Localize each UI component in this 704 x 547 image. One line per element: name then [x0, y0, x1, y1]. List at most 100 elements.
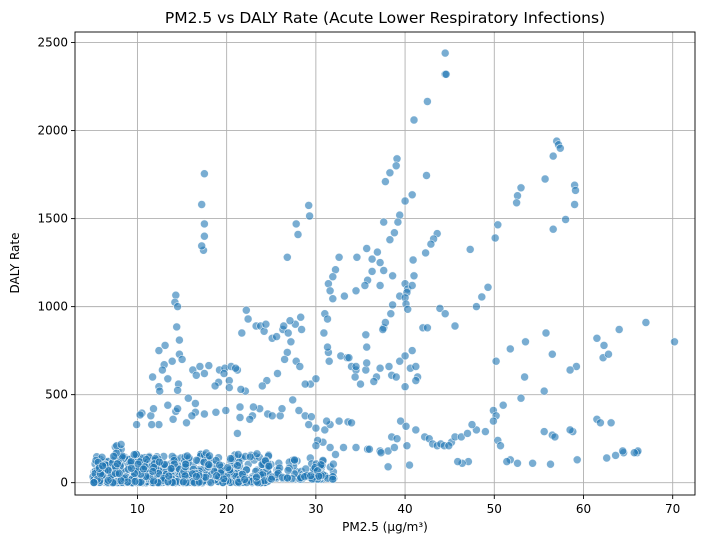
data-point — [173, 404, 182, 414]
axis-ticks: 10 20 30 40 50 60 70 0 500 1000 1500 2000 2500 — [37, 36, 680, 516]
data-point — [200, 169, 209, 178]
data-point — [184, 393, 193, 403]
x-tick-label: 40 — [397, 502, 412, 516]
data-point — [192, 370, 201, 380]
data-point — [264, 461, 274, 471]
data-point — [618, 446, 628, 456]
data-point — [362, 358, 372, 368]
data-point — [409, 271, 419, 281]
data-point — [477, 292, 487, 302]
data-point — [173, 302, 182, 311]
data-point — [200, 409, 209, 419]
data-point — [391, 161, 401, 171]
data-point — [539, 427, 549, 436]
data-point — [147, 420, 156, 429]
data-point — [440, 48, 450, 58]
data-point — [226, 454, 235, 463]
data-point — [133, 459, 143, 469]
data-point — [177, 355, 187, 364]
data-point — [444, 441, 454, 451]
data-point — [243, 314, 253, 324]
data-point — [540, 174, 550, 184]
data-point — [483, 282, 493, 292]
data-point — [291, 219, 301, 229]
data-point — [149, 404, 158, 414]
data-point — [331, 450, 340, 459]
data-point — [155, 457, 164, 467]
data-point — [279, 321, 289, 331]
data-point — [272, 332, 281, 341]
data-point — [385, 235, 395, 244]
data-point — [490, 233, 500, 243]
data-point — [351, 286, 361, 296]
data-point — [323, 342, 332, 352]
data-point — [395, 210, 405, 220]
data-point — [139, 464, 148, 474]
data-point — [329, 459, 338, 469]
data-point — [386, 309, 396, 319]
data-point — [325, 286, 335, 296]
data-point — [571, 186, 580, 195]
data-point — [378, 325, 388, 334]
chart-title: PM2.5 vs DALY Rate (Acute Lower Respirat… — [165, 9, 605, 27]
data-point — [402, 441, 412, 451]
data-point — [235, 413, 245, 422]
data-point — [294, 406, 304, 415]
data-point — [249, 402, 258, 412]
data-point — [411, 376, 421, 385]
data-point — [206, 478, 216, 487]
data-point — [142, 455, 151, 464]
data-point — [548, 224, 558, 234]
data-point — [513, 191, 522, 200]
data-point — [596, 418, 605, 428]
data-point — [215, 460, 224, 470]
data-point — [350, 372, 360, 382]
data-point — [516, 393, 526, 403]
data-point — [400, 196, 410, 206]
data-point — [388, 300, 397, 310]
data-point — [324, 279, 333, 289]
data-point — [379, 266, 389, 275]
y-tick-label: 0 — [60, 476, 68, 490]
data-point — [381, 177, 390, 186]
data-point — [311, 441, 321, 451]
grid-lines — [75, 32, 695, 495]
data-point — [304, 201, 314, 210]
data-point — [191, 399, 200, 408]
data-point — [629, 448, 639, 458]
data-point — [154, 420, 164, 429]
data-point — [293, 230, 303, 239]
data-point — [379, 217, 389, 227]
data-point — [611, 451, 620, 460]
data-point — [103, 475, 113, 485]
data-point — [599, 341, 609, 350]
data-point — [242, 305, 251, 315]
data-point — [388, 271, 397, 281]
data-point — [334, 252, 344, 262]
data-point — [210, 381, 220, 391]
data-point — [539, 386, 549, 396]
data-point — [328, 272, 338, 282]
data-point — [393, 217, 403, 227]
data-point — [146, 411, 156, 421]
data-point — [168, 414, 178, 424]
data-point — [347, 418, 356, 428]
data-point — [304, 420, 314, 429]
data-point — [148, 372, 157, 382]
data-point — [240, 475, 249, 484]
data-point — [570, 200, 579, 209]
data-point — [245, 452, 255, 462]
data-point — [411, 425, 421, 435]
data-point — [481, 427, 490, 436]
data-point — [322, 416, 331, 426]
data-points — [88, 48, 679, 488]
data-point — [155, 386, 164, 396]
data-point — [225, 383, 234, 392]
x-tick-label: 30 — [308, 502, 323, 516]
data-point — [307, 412, 316, 422]
data-point — [163, 400, 173, 410]
data-point — [219, 474, 229, 484]
data-point — [257, 381, 267, 391]
data-point — [392, 434, 402, 444]
data-point — [175, 335, 184, 345]
